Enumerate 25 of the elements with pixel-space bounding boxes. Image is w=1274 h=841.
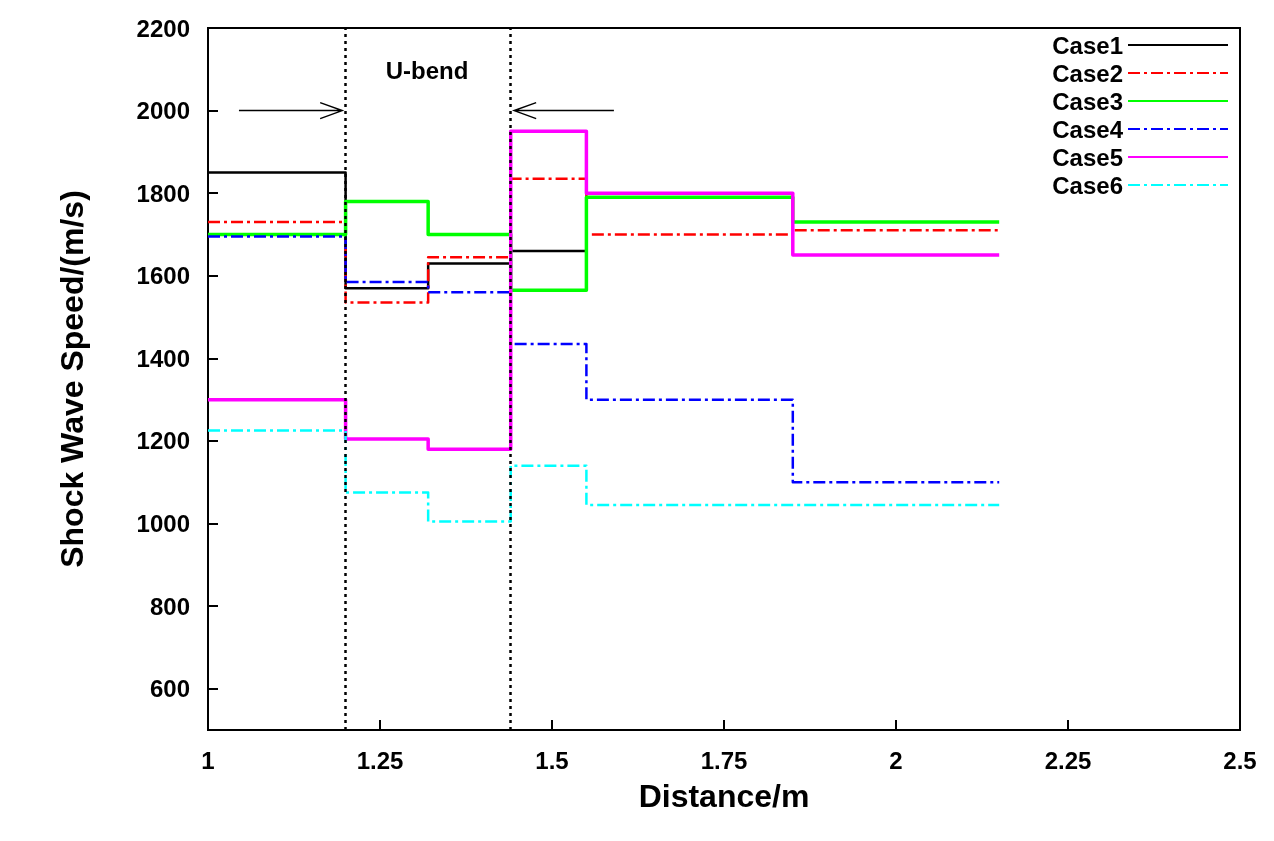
x-tick-label: 2 bbox=[889, 746, 903, 774]
y-tick-label: 1800 bbox=[136, 179, 190, 207]
legend-label: Case3 bbox=[1052, 87, 1123, 115]
x-tick-label: 1.75 bbox=[700, 746, 748, 774]
legend-label: Case2 bbox=[1052, 59, 1123, 87]
x-tick-label: 1.25 bbox=[356, 746, 404, 774]
legend-label: Case4 bbox=[1052, 115, 1124, 143]
y-axis-title: Shock Wave Speed/(m/s) bbox=[54, 190, 90, 568]
y-tick-label: 2200 bbox=[136, 14, 190, 42]
legend-label: Case1 bbox=[1052, 31, 1123, 59]
y-tick-label: 1400 bbox=[136, 344, 190, 372]
y-tick-label: 600 bbox=[149, 675, 190, 703]
x-tick-label: 2.25 bbox=[1044, 746, 1092, 774]
legend-label: Case5 bbox=[1052, 143, 1123, 171]
x-tick-label: 1 bbox=[201, 746, 215, 774]
x-axis-title: Distance/m bbox=[638, 778, 810, 814]
y-tick-label: 2000 bbox=[136, 97, 190, 125]
annotation: U-bend bbox=[385, 56, 469, 84]
legend-label: Case6 bbox=[1052, 171, 1123, 199]
y-tick-label: 1200 bbox=[136, 427, 190, 455]
x-tick-label: 2.5 bbox=[1223, 746, 1257, 774]
x-tick-label: 1.5 bbox=[535, 746, 569, 774]
y-tick-label: 1600 bbox=[136, 262, 190, 290]
y-tick-label: 1000 bbox=[136, 510, 190, 538]
y-tick-label: 800 bbox=[149, 592, 190, 620]
